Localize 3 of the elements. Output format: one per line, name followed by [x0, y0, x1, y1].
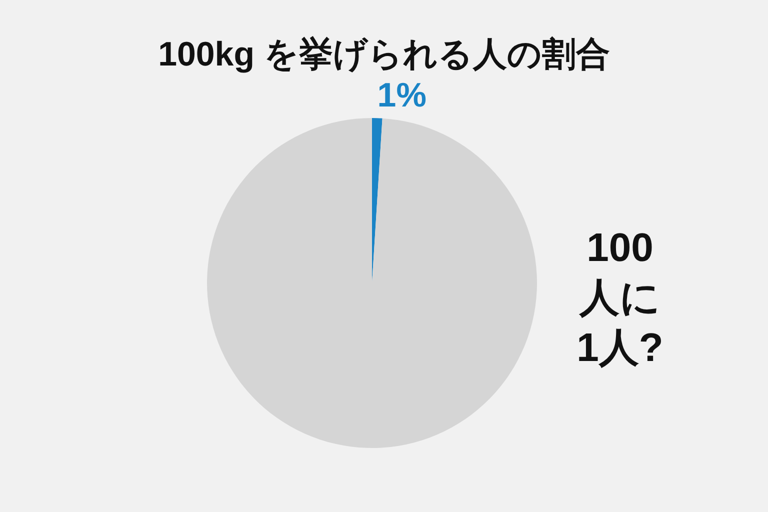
text: 100 人に 1人? — [576, 226, 664, 370]
chart-title: 100kg を挙げられる人の割合 — [158, 35, 610, 74]
data-label: 1% — [377, 76, 426, 114]
